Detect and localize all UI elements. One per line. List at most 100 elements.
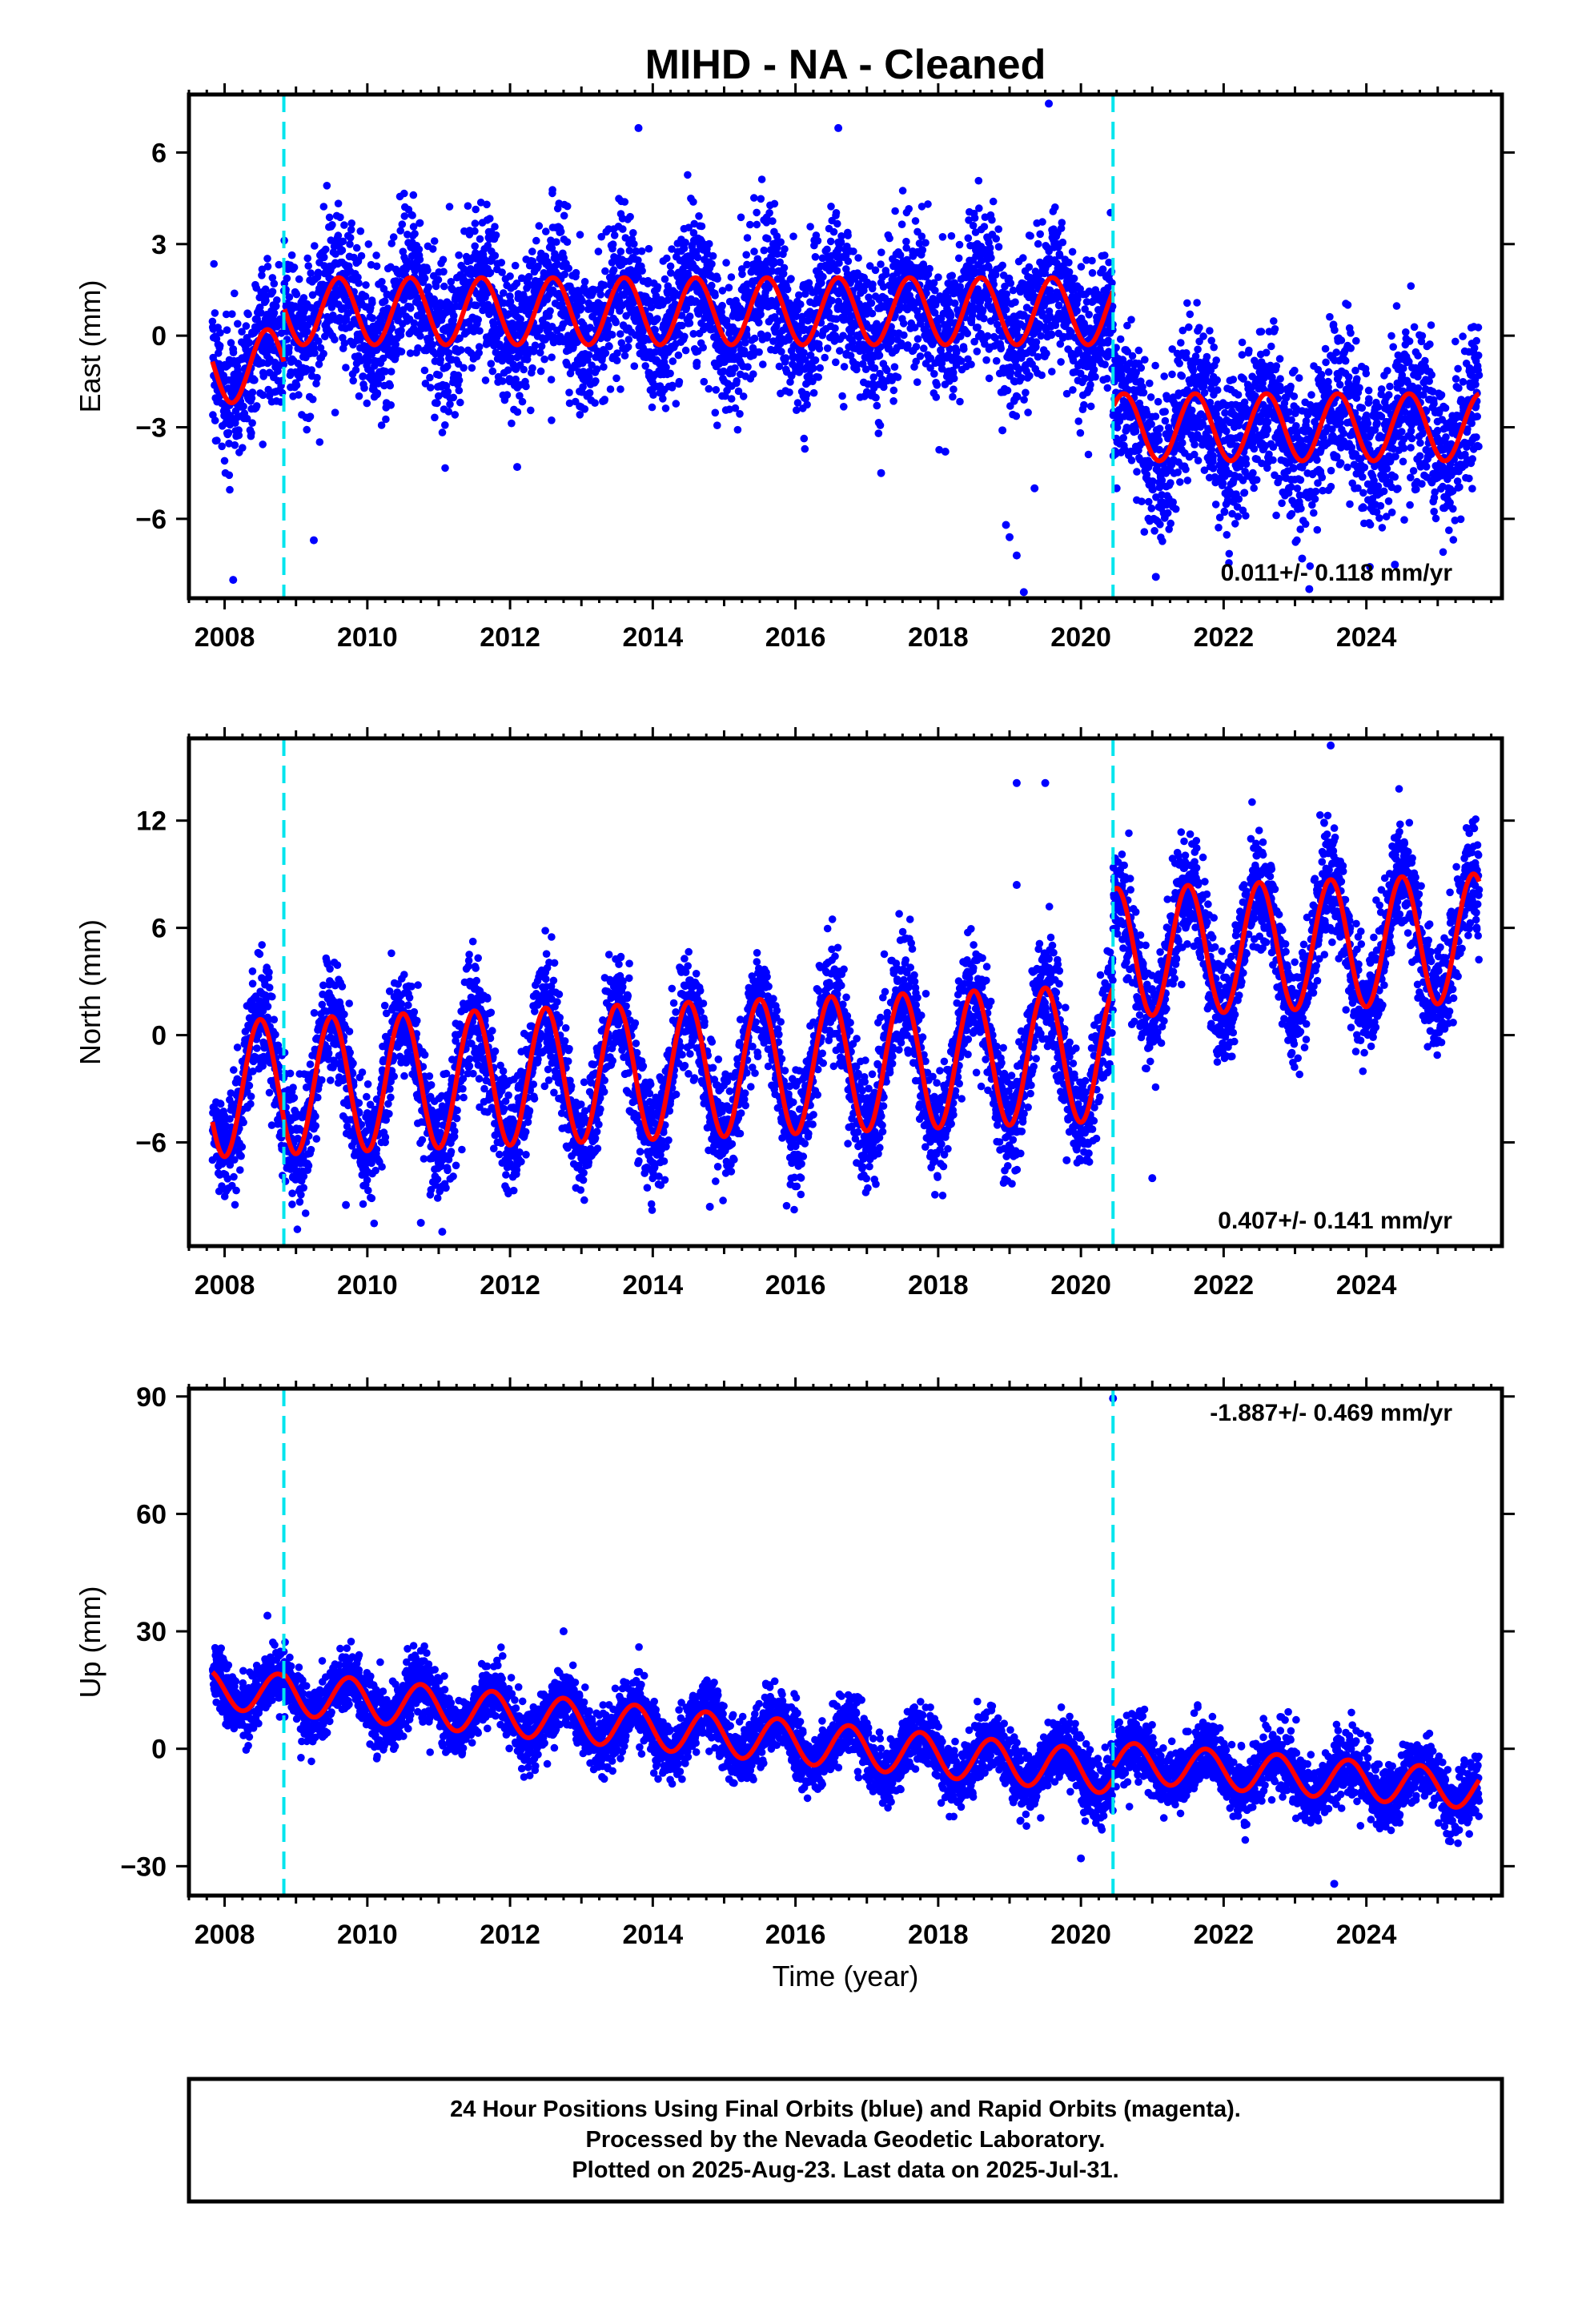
data-point	[1155, 436, 1163, 444]
data-point	[914, 335, 922, 343]
data-point	[1141, 528, 1149, 536]
data-point	[323, 182, 331, 190]
data-point	[426, 374, 434, 382]
data-point	[542, 227, 550, 235]
data-point	[875, 429, 883, 437]
data-point	[457, 346, 465, 354]
data-point	[1048, 368, 1056, 376]
data-point	[682, 347, 690, 355]
data-point	[231, 441, 239, 449]
data-point	[728, 395, 736, 403]
data-point	[1243, 460, 1251, 468]
data-point	[900, 332, 908, 340]
data-point	[994, 225, 1002, 233]
data-point	[440, 283, 448, 291]
data-point	[1213, 376, 1221, 384]
data-point	[824, 344, 832, 352]
figure-title: MIHD - NA - Cleaned	[645, 42, 1046, 88]
data-point	[271, 309, 279, 317]
data-point	[795, 292, 803, 300]
data-point	[225, 429, 233, 437]
data-point	[421, 367, 429, 375]
data-point	[396, 227, 404, 235]
data-point	[877, 260, 885, 268]
data-point	[675, 352, 683, 360]
data-point	[339, 247, 347, 255]
data-point	[1135, 347, 1143, 355]
data-point	[564, 238, 572, 246]
data-point	[578, 297, 586, 305]
east-daily-positions	[209, 171, 1484, 571]
east-panel: 2008 2010 2012 2014 2016 2018 2020 2022 2024630−…	[74, 83, 1515, 653]
data-point	[416, 332, 424, 340]
data-point	[1199, 332, 1207, 340]
data-point	[1158, 537, 1166, 545]
data-point	[975, 177, 983, 185]
data-point	[295, 391, 303, 399]
data-point	[522, 383, 530, 391]
data-point	[600, 396, 608, 404]
data-point	[360, 384, 368, 392]
data-point	[1002, 306, 1010, 314]
data-point	[1138, 497, 1146, 505]
data-point	[1207, 337, 1215, 345]
data-point	[988, 216, 996, 224]
data-point	[1178, 439, 1186, 447]
data-point	[755, 319, 763, 327]
data-point	[591, 399, 599, 407]
data-point	[806, 223, 814, 231]
data-point	[1022, 389, 1030, 397]
data-point	[1223, 531, 1231, 539]
data-point	[1212, 501, 1220, 509]
data-point	[684, 171, 692, 179]
data-point	[472, 206, 480, 214]
data-point	[340, 221, 348, 229]
data-point	[291, 263, 299, 271]
data-point	[1145, 498, 1153, 506]
data-point	[336, 214, 344, 222]
data-point	[1214, 386, 1222, 394]
data-point	[764, 332, 772, 340]
data-point	[1251, 445, 1259, 453]
data-point	[803, 391, 811, 399]
data-point	[661, 275, 669, 283]
data-point	[390, 233, 398, 241]
data-point	[838, 392, 846, 400]
data-point	[891, 363, 899, 371]
data-point	[1242, 512, 1250, 520]
data-point	[711, 292, 719, 300]
data-point	[1184, 476, 1192, 485]
data-point	[725, 283, 733, 292]
data-point	[381, 297, 389, 305]
data-point	[1036, 231, 1044, 239]
data-point	[750, 247, 758, 255]
data-point	[1002, 290, 1010, 298]
data-point	[387, 401, 395, 409]
data-point	[322, 246, 330, 254]
data-point	[1059, 239, 1067, 247]
data-point	[1065, 259, 1073, 267]
data-point	[304, 262, 312, 270]
data-point	[728, 273, 736, 281]
data-point	[313, 374, 321, 382]
data-point	[492, 231, 500, 239]
data-point	[1007, 279, 1015, 287]
data-point	[1004, 387, 1012, 395]
data-point	[1099, 265, 1107, 273]
data-point	[439, 428, 447, 436]
data-point	[992, 235, 1000, 243]
data-point	[621, 198, 629, 206]
data-point	[948, 271, 956, 279]
data-point	[812, 253, 820, 261]
data-point	[1119, 434, 1127, 442]
data-point	[331, 336, 339, 344]
data-point	[894, 373, 902, 381]
data-point	[995, 243, 1003, 251]
data-point	[564, 203, 572, 211]
data-point	[986, 244, 994, 252]
data-point	[709, 252, 717, 260]
data-point	[676, 378, 684, 386]
data-point	[450, 394, 458, 402]
data-point	[705, 240, 713, 248]
data-point	[731, 364, 739, 372]
